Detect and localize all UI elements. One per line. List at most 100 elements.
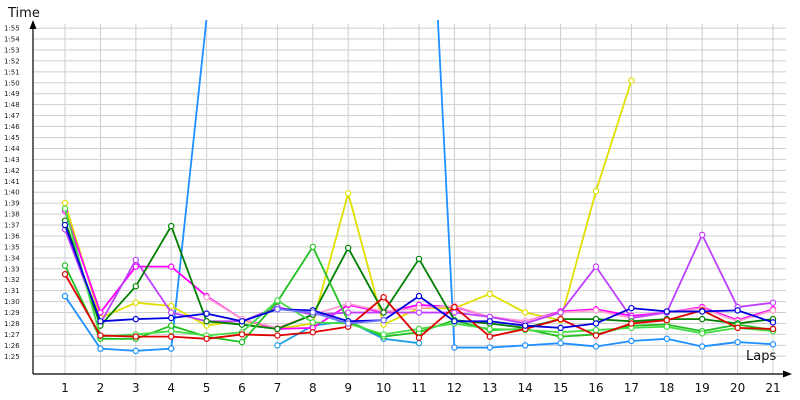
data-point — [592, 343, 600, 350]
data-point — [345, 309, 352, 316]
x-tick-label: 12 — [447, 381, 462, 395]
x-tick-label: 9 — [344, 381, 352, 395]
data-point — [132, 283, 139, 290]
axes — [29, 20, 792, 378]
y-tick-label: 1:38 — [4, 211, 20, 219]
x-tick-label: 13 — [482, 381, 497, 395]
data-point — [592, 307, 600, 314]
y-tick-label: 1:43 — [4, 156, 20, 164]
data-point — [769, 341, 777, 348]
data-point — [345, 320, 352, 327]
data-point — [734, 338, 741, 346]
data-point — [167, 322, 175, 329]
data-point — [663, 323, 671, 330]
x-tick-label: 14 — [518, 381, 533, 395]
data-point — [592, 320, 600, 327]
data-point — [628, 320, 635, 327]
data-point — [557, 315, 564, 323]
x-tick-label: 3 — [132, 381, 140, 395]
data-point — [592, 187, 600, 195]
data-point — [380, 309, 387, 316]
x-tick-label: 8 — [309, 381, 317, 395]
data-point — [486, 318, 493, 325]
y-tick-label: 1:27 — [4, 331, 20, 339]
data-point — [522, 309, 529, 316]
y-tick-label: 1:42 — [4, 167, 20, 175]
y-tick-label: 1:36 — [4, 232, 20, 240]
data-point — [132, 315, 139, 323]
data-point — [167, 302, 175, 310]
data-point — [309, 243, 316, 251]
data-point — [167, 333, 175, 340]
series-1 — [61, 20, 777, 355]
y-tick-label: 1:35 — [4, 243, 20, 251]
y-tick-label: 1:33 — [4, 265, 20, 273]
data-point — [274, 332, 281, 339]
series-line — [64, 20, 774, 352]
data-point — [61, 205, 69, 212]
x-tick-label: 7 — [274, 381, 282, 395]
data-point — [61, 292, 69, 300]
y-tick-label: 1:26 — [4, 342, 20, 350]
data-point — [699, 315, 706, 323]
data-point — [345, 244, 352, 252]
data-point — [61, 271, 69, 278]
data-point — [132, 333, 139, 340]
y-tick-label: 1:25 — [4, 353, 20, 361]
data-point — [203, 318, 210, 325]
y-tick-label: 1:53 — [4, 46, 20, 54]
data-point — [309, 329, 316, 336]
data-point — [203, 294, 210, 301]
y-tick-label: 1:41 — [4, 178, 20, 186]
x-tick-label: 19 — [695, 381, 710, 395]
data-point — [309, 319, 316, 326]
data-point — [663, 335, 671, 342]
x-axis-title: Laps — [746, 349, 776, 364]
series-12 — [274, 306, 387, 327]
data-point — [238, 338, 246, 346]
data-point — [451, 303, 458, 311]
y-tick-label: 1:28 — [4, 320, 20, 328]
x-tick-label: 1 — [61, 381, 69, 395]
data-point — [486, 333, 493, 340]
x-tick-label: 18 — [659, 381, 674, 395]
data-point — [380, 316, 387, 324]
x-tick-labels: 1 2 3 4 5 6 7 8 9 10 11 12 13 14 15 16 17 18 19 20 21 — [61, 381, 780, 395]
grid — [33, 24, 786, 374]
y-tick-label: 1:40 — [4, 189, 20, 197]
data-point — [734, 307, 741, 314]
series-10 — [61, 271, 777, 342]
data-point — [699, 231, 706, 239]
y-tick-label: 1:47 — [4, 112, 20, 120]
data-point — [734, 324, 741, 332]
data-point — [132, 347, 139, 355]
data-point — [167, 263, 175, 270]
series-layer — [61, 20, 777, 355]
x-tick-label: 16 — [588, 381, 603, 395]
y-tick-labels: 1:25 1:26 1:27 1:28 1:29 1:30 1:31 1:32 1:33 1:34… — [4, 25, 20, 361]
data-point — [167, 222, 175, 230]
data-point — [415, 255, 423, 263]
data-point — [203, 310, 210, 317]
y-axis-arrow-icon — [29, 20, 37, 29]
data-point — [486, 344, 493, 351]
data-point — [769, 299, 777, 306]
data-point — [522, 342, 529, 349]
data-point — [769, 307, 777, 314]
data-point — [628, 304, 635, 312]
x-tick-label: 20 — [730, 381, 745, 395]
x-tick-label: 17 — [624, 381, 639, 395]
data-point — [415, 309, 423, 316]
data-point — [167, 345, 175, 352]
data-point — [132, 299, 139, 306]
data-point — [699, 308, 706, 315]
data-point — [309, 309, 316, 316]
data-point — [451, 344, 458, 351]
y-tick-label: 1:46 — [4, 123, 20, 131]
series-line — [277, 308, 384, 325]
y-tick-label: 1:55 — [4, 25, 20, 33]
y-tick-label: 1:52 — [4, 57, 20, 65]
x-tick-label: 4 — [167, 381, 175, 395]
data-point — [345, 190, 352, 197]
